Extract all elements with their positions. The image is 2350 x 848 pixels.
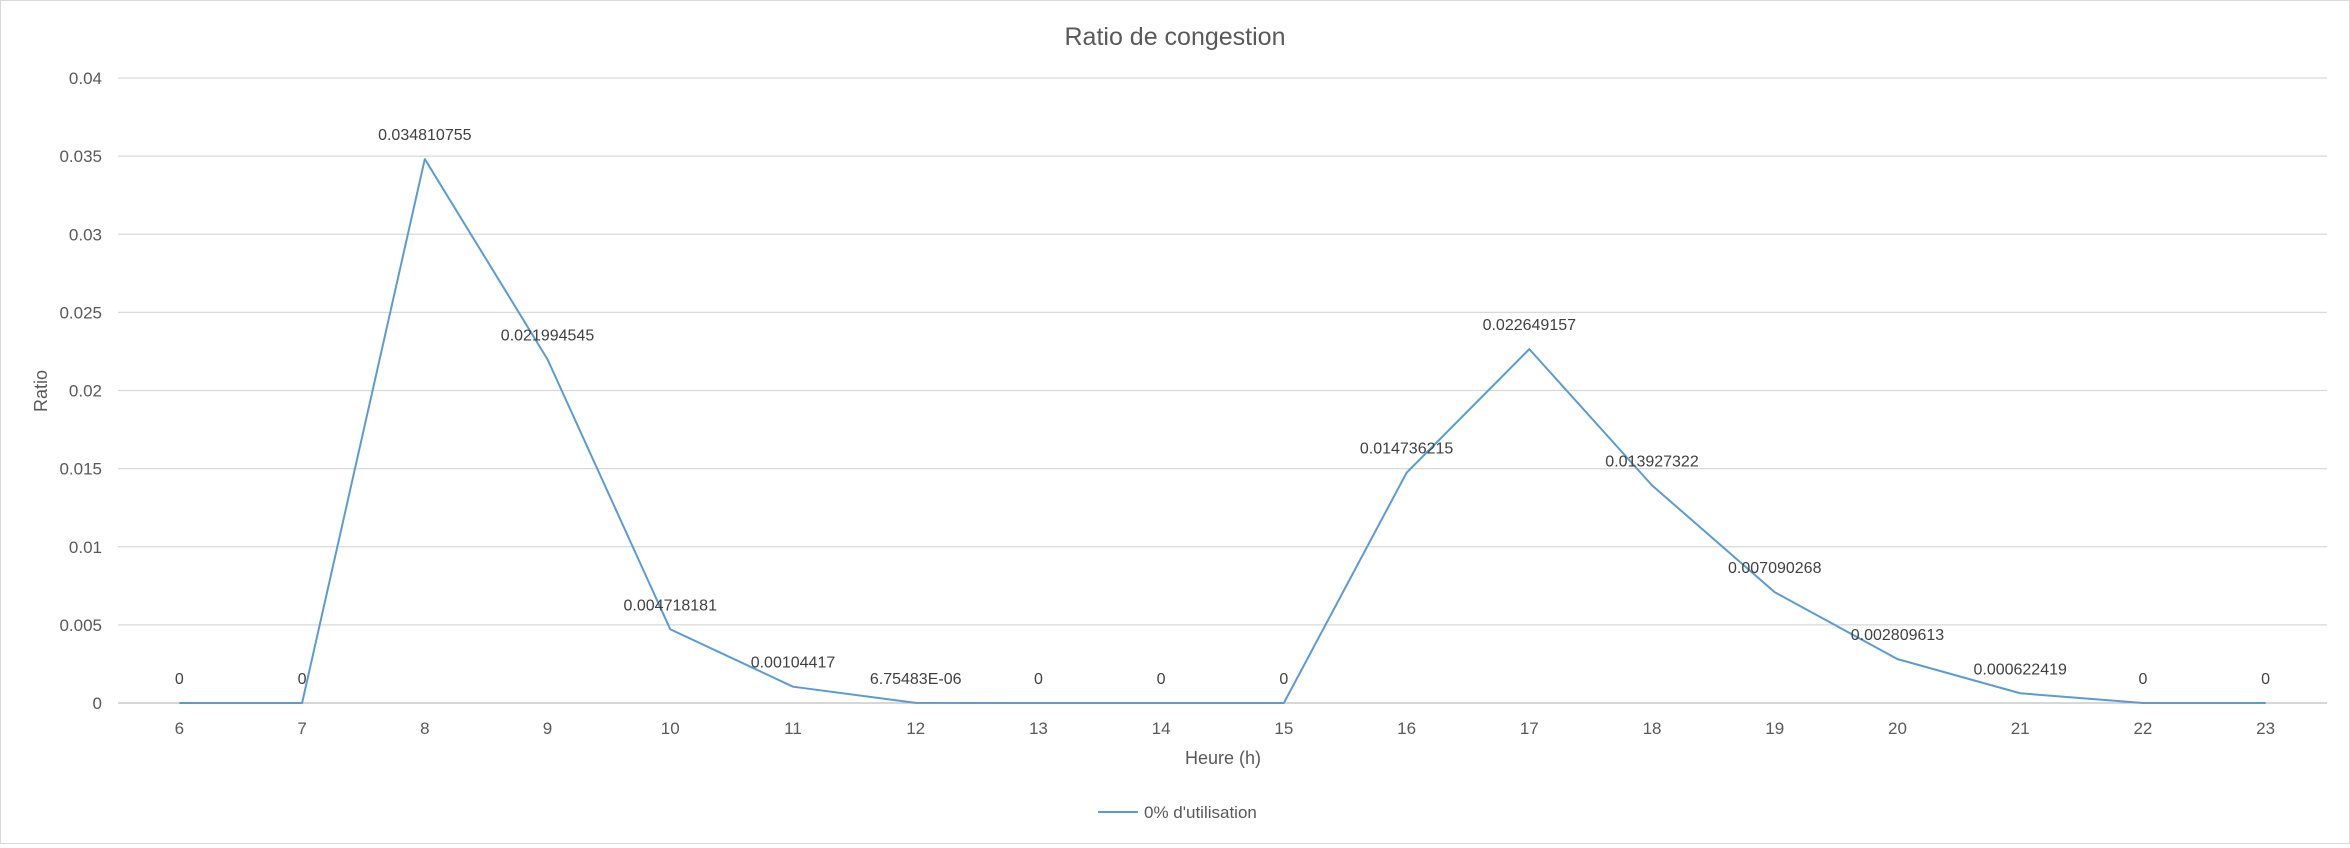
gridlines <box>118 77 2327 704</box>
data-label: 0.007090268 <box>1728 560 1822 577</box>
x-tick-label: 15 <box>1274 719 1293 738</box>
y-tick-label: 0.015 <box>59 460 102 479</box>
legend: 0% d'utilisation <box>1098 803 1257 822</box>
y-tick-label: 0.04 <box>69 69 102 88</box>
data-label: 0.004718181 <box>624 597 718 614</box>
data-label: 0.014736215 <box>1360 441 1454 458</box>
x-tick-label: 11 <box>784 719 802 738</box>
data-label: 0.034810755 <box>378 127 472 144</box>
data-label: 0.021994545 <box>501 327 595 344</box>
y-axis-title: Ratio <box>31 370 51 412</box>
y-axis-ticks: 0 0.005 0.01 0.015 0.02 0.025 0.03 0.035 0.04 <box>59 69 102 713</box>
legend-label: 0% d'utilisation <box>1144 803 1257 822</box>
x-tick-label: 21 <box>2011 719 2030 738</box>
y-tick-label: 0.03 <box>69 225 102 244</box>
data-label: 0 <box>175 671 184 688</box>
data-label: 0.013927322 <box>1605 453 1699 470</box>
data-label: 0 <box>298 671 307 688</box>
data-label: 0.002809613 <box>1851 627 1945 644</box>
y-tick-label: 0 <box>93 694 102 713</box>
data-label: 0 <box>2138 671 2147 688</box>
data-label: 0 <box>1157 671 1166 688</box>
x-tick-label: 10 <box>661 719 680 738</box>
data-label: 0.000622419 <box>1973 661 2067 678</box>
x-tick-label: 18 <box>1643 719 1662 738</box>
y-tick-label: 0.01 <box>69 538 102 557</box>
data-label: 6.75483E-06 <box>870 671 962 688</box>
data-label: 0.022649157 <box>1483 317 1577 334</box>
data-label: 0 <box>1279 671 1288 688</box>
x-tick-label: 16 <box>1397 719 1416 738</box>
x-axis-ticks: 6 7 8 9 10 11 12 13 14 15 16 17 18 19 20 21 22 23 <box>175 719 2275 738</box>
x-tick-label: 20 <box>1888 719 1907 738</box>
x-tick-label: 8 <box>420 719 429 738</box>
x-tick-label: 23 <box>2256 719 2275 738</box>
chart-title: Ratio de congestion <box>1065 23 1286 51</box>
x-tick-label: 7 <box>297 719 306 738</box>
data-labels: 0 0 0.034810755 0.021994545 0.004718181 0.001… <box>175 127 2270 688</box>
x-tick-label: 13 <box>1029 719 1048 738</box>
x-tick-label: 22 <box>2133 719 2152 738</box>
x-tick-label: 9 <box>543 719 552 738</box>
x-tick-label: 19 <box>1765 719 1784 738</box>
y-tick-label: 0.02 <box>69 382 102 401</box>
x-tick-label: 14 <box>1152 719 1171 738</box>
data-label: 0 <box>2261 671 2270 688</box>
y-tick-label: 0.025 <box>59 303 102 322</box>
x-tick-label: 12 <box>906 719 925 738</box>
x-axis-title: Heure (h) <box>1185 748 1261 768</box>
y-tick-label: 0.035 <box>59 147 102 166</box>
y-tick-label: 0.005 <box>59 616 102 635</box>
series-line <box>179 158 2266 704</box>
x-tick-label: 6 <box>175 719 184 738</box>
series-group <box>179 158 2266 704</box>
data-label: 0 <box>1034 671 1043 688</box>
x-tick-label: 17 <box>1520 719 1539 738</box>
data-label: 0.00104417 <box>751 655 836 672</box>
